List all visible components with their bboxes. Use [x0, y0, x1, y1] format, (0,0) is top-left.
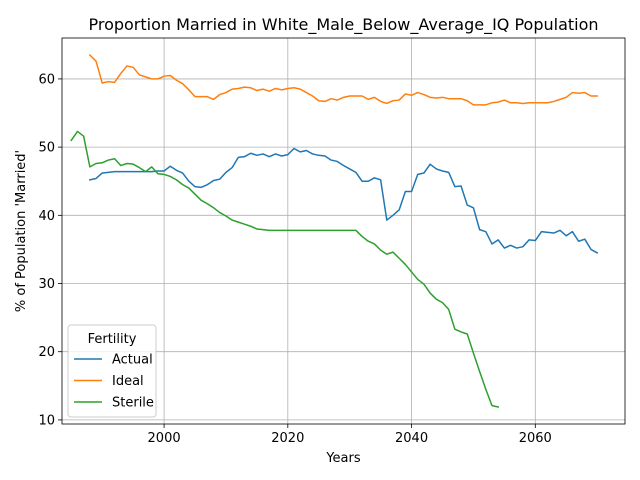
y-tick-label: 10 — [38, 413, 55, 428]
y-tick-label: 50 — [38, 141, 55, 156]
legend-entries: Actual Ideal Sterile — [74, 353, 154, 411]
y-tick-label: 20 — [38, 345, 55, 360]
ticks: 2000 2020 2040 2060 10 20 30 40 50 60 — [38, 72, 551, 446]
legend-label-ideal: Ideal — [112, 374, 144, 389]
y-axis-label: % of Population 'Married' — [14, 150, 29, 312]
x-tick-label: 2040 — [395, 431, 428, 446]
y-tick-label: 40 — [38, 209, 55, 224]
chart-title: Proportion Married in White_Male_Below_A… — [88, 15, 598, 35]
legend: Fertility Actual Ideal Sterile — [67, 324, 157, 418]
x-axis-label: Years — [325, 451, 361, 466]
legend-label-actual: Actual — [112, 353, 153, 368]
x-tick-label: 2020 — [271, 431, 304, 446]
plot-frame — [61, 37, 626, 425]
x-tick-label: 2000 — [148, 431, 181, 446]
series-lines — [70, 53, 599, 408]
series-line-sterile — [70, 130, 500, 408]
series-line-actual — [88, 147, 599, 254]
x-tick-label: 2060 — [519, 431, 552, 446]
y-tick-label: 30 — [38, 277, 55, 292]
legend-label-sterile: Sterile — [112, 396, 154, 411]
legend-title: Fertility — [88, 332, 137, 347]
legend-box — [67, 324, 157, 418]
y-tick-label: 60 — [38, 72, 55, 87]
series-line-ideal — [88, 53, 598, 106]
